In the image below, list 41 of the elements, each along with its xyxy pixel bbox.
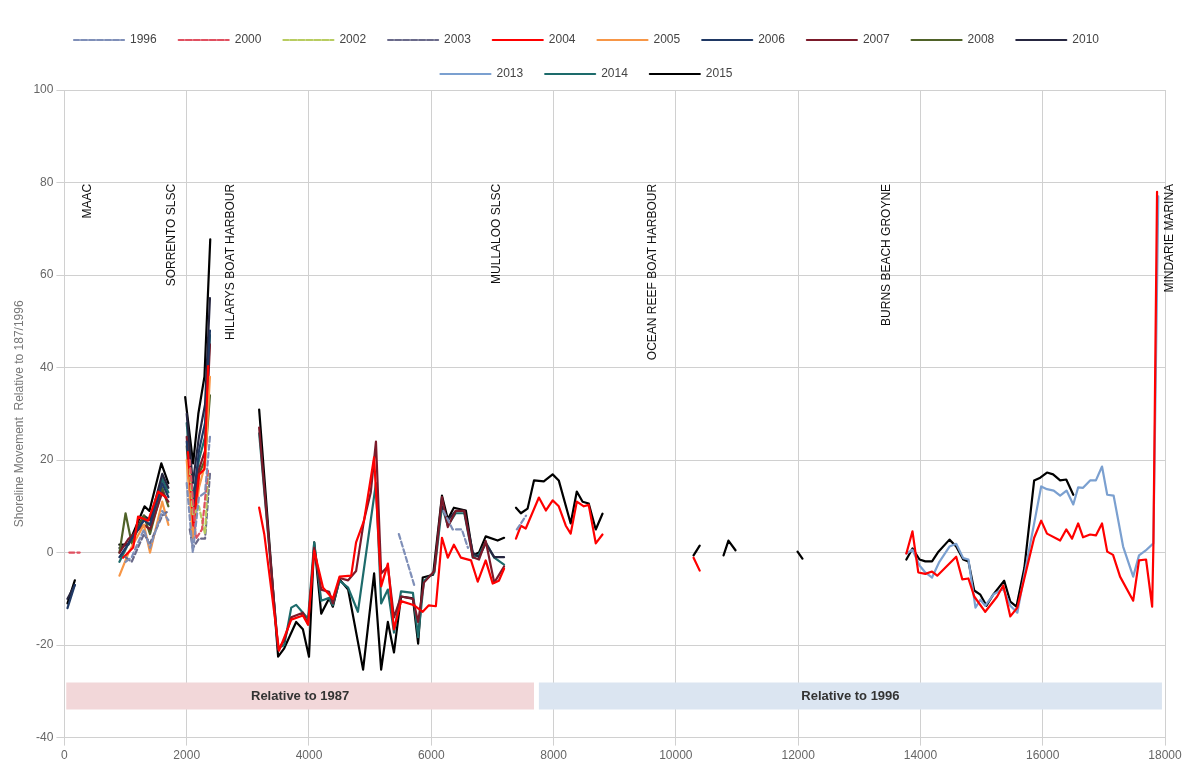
y-tick-label: 60 (40, 267, 54, 282)
y-axis-title: Shoreline Movement Relative to 187/1996 (11, 300, 26, 528)
x-tick-label: 12000 (781, 748, 816, 763)
annotation: MULLALOO SLSC (488, 183, 503, 284)
legend-label: 2007 (862, 32, 890, 47)
x-tick-label: 6000 (417, 748, 445, 763)
legend-label: 2006 (758, 32, 786, 47)
annotation: BURNS BEACH GROYNE (879, 183, 894, 326)
legend-label: 2002 (339, 32, 367, 47)
y-tick-label: 40 (40, 359, 54, 374)
legend-label: 1996 (130, 32, 158, 47)
annotation: SORRENTO SLSC (163, 183, 178, 287)
legend-label: 2005 (653, 32, 681, 47)
x-tick-label: 8000 (540, 748, 568, 763)
legend-label: 2013 (496, 66, 524, 81)
legend-label: 2000 (234, 32, 262, 47)
y-tick-label: 100 (33, 82, 54, 97)
legend-label: 2014 (601, 66, 629, 81)
y-tick-label: -20 (36, 637, 54, 652)
legend-label: 2015 (705, 66, 733, 81)
x-tick-label: 16000 (1026, 748, 1060, 763)
band-label: Relative to 1987 (250, 687, 350, 703)
annotation: MAAC (80, 183, 95, 219)
annotation: HILLARYS BOAT HARBOUR (223, 183, 238, 340)
band-label: Relative to 1996 (801, 687, 900, 703)
annotation: OCEAN REEF BOAT HARBOUR (644, 183, 659, 361)
x-tick-label: 18000 (1148, 748, 1183, 763)
x-tick-label: 2000 (173, 748, 201, 763)
y-tick-label: 20 (40, 452, 54, 467)
legend-label: 2010 (1072, 32, 1100, 47)
x-tick-label: 14000 (903, 748, 938, 763)
legend-label: 2004 (548, 32, 576, 47)
legend-label: 2003 (444, 32, 472, 47)
y-tick-label: 0 (46, 544, 54, 559)
legend-label: 2008 (967, 32, 995, 47)
y-tick-label: 80 (40, 174, 54, 189)
annotation: MINDARIE MARINA (1162, 183, 1177, 293)
x-tick-label: 4000 (295, 748, 323, 763)
y-tick-label: -40 (36, 729, 54, 744)
x-tick-label: 10000 (659, 748, 693, 763)
x-tick-label: 0 (61, 748, 69, 763)
